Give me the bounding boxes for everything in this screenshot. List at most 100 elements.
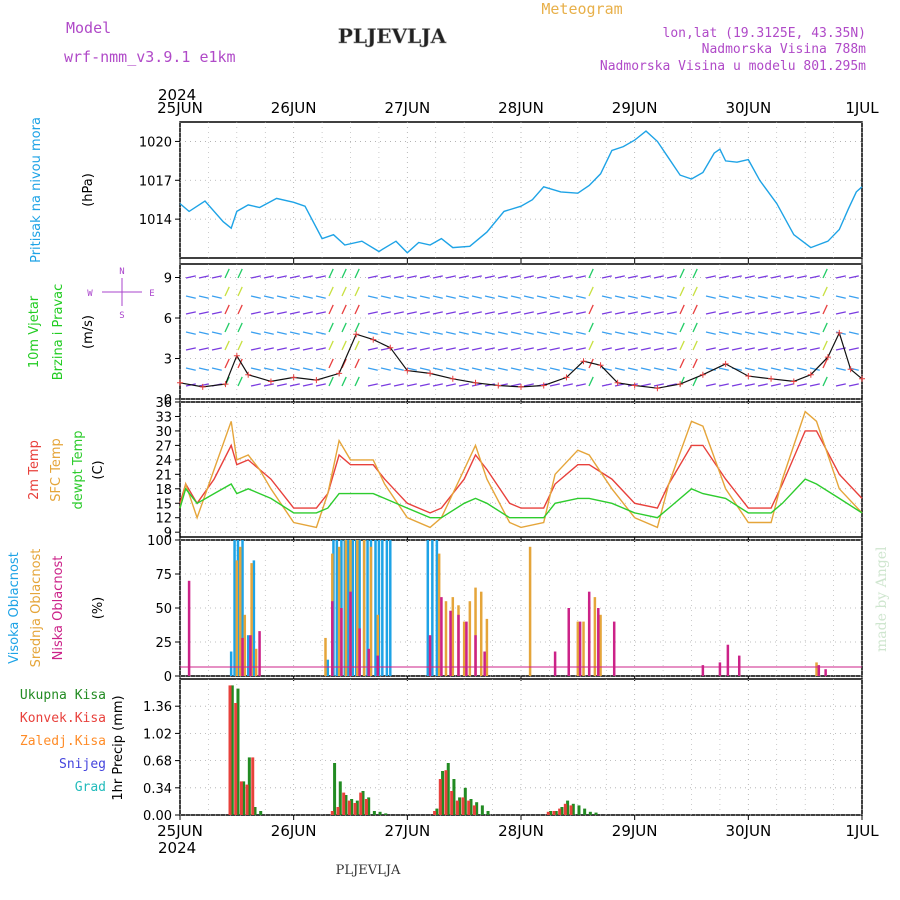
bar xyxy=(362,540,366,676)
date-label-bottom: 27JUN xyxy=(384,822,430,840)
y-tick-label: 21 xyxy=(155,468,172,483)
wind-barb xyxy=(783,295,794,299)
wind-barb xyxy=(250,367,261,371)
wind-barb xyxy=(835,295,846,299)
bar xyxy=(236,688,240,815)
wind-barb xyxy=(757,347,768,351)
wind-barb xyxy=(380,331,391,335)
y-tick-label: 1014 xyxy=(139,213,172,228)
wind-barb xyxy=(731,347,742,351)
bar xyxy=(230,685,234,815)
wind-barb xyxy=(666,331,677,335)
wind-barb xyxy=(510,331,521,335)
wind-gust-point xyxy=(370,336,377,343)
wind-barb xyxy=(718,347,729,351)
bar xyxy=(253,807,257,815)
wind-barb xyxy=(757,275,768,279)
wind-gust-point xyxy=(824,354,831,361)
unit-label: (%) xyxy=(91,597,106,620)
bar xyxy=(472,805,476,815)
wind-barb xyxy=(341,286,347,297)
date-axis-labels: 25JUN 25JUN 26JUN 26JUN 27JUN 27JUN 28JUN 28JUN… xyxy=(157,99,879,840)
bar xyxy=(582,621,585,676)
wind-barb xyxy=(562,367,573,371)
wind-barb xyxy=(328,304,334,315)
wind-barb xyxy=(484,295,495,299)
wind-barb xyxy=(601,383,612,387)
wind-barb xyxy=(848,275,859,279)
wind-barb xyxy=(588,322,594,333)
wind-barb xyxy=(653,367,664,371)
wind-barb xyxy=(627,311,638,315)
wind-barb xyxy=(523,295,534,299)
bar xyxy=(326,659,330,676)
panel-0: 1014 1017 1020 Pritisak na nivou mora (hPa) xyxy=(29,117,863,263)
bar xyxy=(576,621,580,676)
wind-barb xyxy=(523,331,534,335)
y-tick-label: 50 xyxy=(155,602,172,617)
wind-barb xyxy=(627,331,638,335)
bar xyxy=(446,763,450,815)
date-label-bottom: 29JUN xyxy=(612,822,658,840)
wind-barb xyxy=(458,383,469,387)
wind-barb xyxy=(354,268,360,279)
bar xyxy=(335,540,339,676)
wind-barb xyxy=(692,322,698,333)
bar xyxy=(431,540,434,676)
wind-barb xyxy=(510,275,521,279)
wind-barb xyxy=(705,347,716,351)
wind-barb xyxy=(822,304,828,315)
wind-barb xyxy=(185,331,196,335)
wind-barb xyxy=(757,331,768,335)
wind-gust-point xyxy=(427,370,434,377)
bar xyxy=(726,644,730,676)
wind-barb xyxy=(224,268,230,279)
bar xyxy=(718,662,722,676)
bar xyxy=(369,546,373,676)
bar xyxy=(435,540,439,676)
legend-label: Konvek.Kisa xyxy=(20,711,106,726)
bar xyxy=(243,614,247,676)
wind-barb xyxy=(419,383,430,387)
bar xyxy=(358,540,361,676)
elevation-label: Nadmorska Visina 788m xyxy=(702,42,867,57)
wind-barb xyxy=(380,383,391,387)
bar xyxy=(462,621,466,676)
wind-barb xyxy=(783,311,794,315)
bar xyxy=(452,779,456,815)
wind-barb xyxy=(614,275,625,279)
bar xyxy=(577,805,581,815)
wind-barb xyxy=(302,347,313,351)
bar xyxy=(612,621,616,676)
wind-barb xyxy=(848,295,859,299)
bar xyxy=(554,811,558,815)
wind-barb xyxy=(198,367,209,371)
bar xyxy=(815,662,818,676)
wind-barb xyxy=(705,295,716,299)
wind-barb xyxy=(198,295,209,299)
wind-barb xyxy=(770,367,781,371)
wind-barb xyxy=(393,311,404,315)
y-tick-label: 12 xyxy=(155,512,172,527)
bar xyxy=(483,651,486,676)
bar xyxy=(435,808,439,815)
wind-barb xyxy=(588,304,594,315)
bar xyxy=(344,540,348,676)
wind-barb xyxy=(666,347,677,351)
y-tick-label: 30 xyxy=(155,425,172,440)
y-tick-label: 27 xyxy=(155,439,172,454)
bar xyxy=(342,792,346,815)
wind-gust-point xyxy=(847,366,854,373)
wind-barb xyxy=(302,331,313,335)
y-tick-label: 3 xyxy=(164,353,172,368)
bar xyxy=(384,813,388,815)
bar xyxy=(444,601,448,676)
wind-barb xyxy=(315,311,326,315)
wind-barb xyxy=(653,311,664,315)
wind-barb xyxy=(198,331,209,335)
wind-barb xyxy=(744,331,755,335)
y-tick-label: 100 xyxy=(147,534,172,549)
wind-barb xyxy=(536,331,547,335)
wind-barb xyxy=(666,311,677,315)
